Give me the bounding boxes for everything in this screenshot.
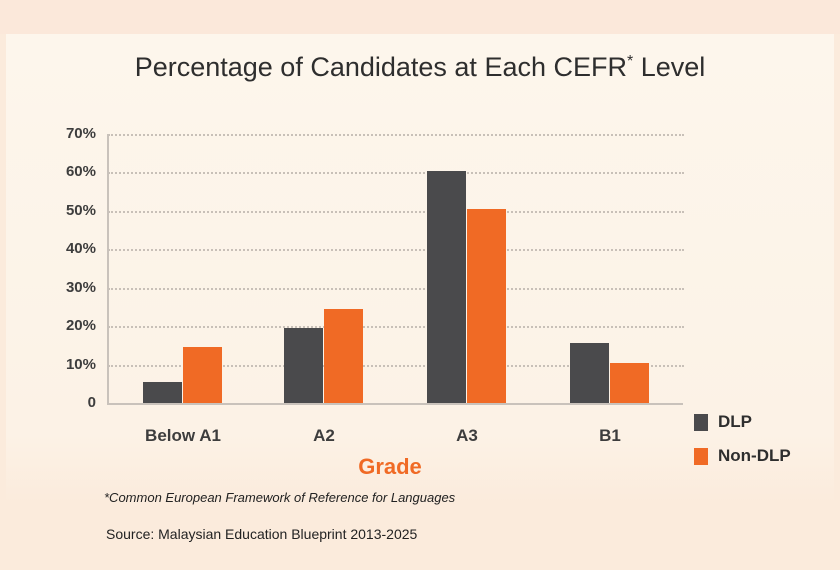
- x-tick-label: A3: [456, 426, 478, 445]
- bar-non-dlp-b1: [610, 362, 649, 403]
- gridline: [108, 364, 684, 367]
- bar-non-dlp-a2: [324, 308, 363, 403]
- x-axis-line: [107, 403, 683, 405]
- header-band: [0, 0, 840, 34]
- source-note: Source: Malaysian Education Blueprint 20…: [106, 526, 418, 542]
- legend-label-non-dlp: Non-DLP: [718, 446, 791, 465]
- bar-dlp-b1: [570, 343, 609, 403]
- y-tick-label: 60%: [65, 163, 96, 181]
- y-tick-label: 0: [87, 394, 96, 411]
- y-tick-label: 40%: [65, 240, 96, 258]
- gridline: [108, 210, 684, 213]
- bar-dlp-a2: [284, 328, 323, 403]
- legend-item-dlp: DLP: [694, 412, 752, 432]
- legend-swatch-non-dlp: [694, 447, 708, 465]
- y-tick-label: 30%: [65, 278, 96, 296]
- bar-non-dlp-below-a1: [183, 347, 222, 403]
- gridline: [108, 172, 684, 175]
- bar-dlp-below-a1: [143, 381, 182, 403]
- x-axis-title: Grade: [358, 454, 422, 479]
- gridline: [108, 134, 684, 136]
- y-tick-label: 70%: [65, 125, 96, 142]
- legend-label-dlp: DLP: [718, 412, 752, 431]
- gridline: [108, 326, 684, 329]
- y-axis-line: [107, 134, 109, 404]
- gridline: [108, 287, 684, 290]
- bar-dlp-a3: [427, 170, 466, 403]
- footnote: *Common European Framework of Reference …: [104, 490, 456, 505]
- title-suffix: Level: [633, 52, 706, 82]
- y-tick-label: 20%: [65, 317, 96, 335]
- x-tick-label: A2: [313, 426, 335, 445]
- x-tick-label: Below A1: [145, 426, 221, 445]
- legend-item-non-dlp: Non-DLP: [694, 446, 791, 466]
- x-tick-label: B1: [599, 426, 621, 445]
- bar-non-dlp-a3: [467, 208, 506, 403]
- legend-swatch-dlp: [694, 413, 708, 431]
- chart-title: Percentage of Candidates at Each CEFR* L…: [0, 52, 840, 83]
- gridline: [108, 249, 684, 252]
- y-tick-label: 10%: [65, 355, 96, 373]
- title-asterisk: *: [626, 53, 634, 70]
- y-tick-label: 50%: [65, 201, 96, 219]
- title-text: Percentage of Candidates at Each CEFR: [134, 52, 627, 82]
